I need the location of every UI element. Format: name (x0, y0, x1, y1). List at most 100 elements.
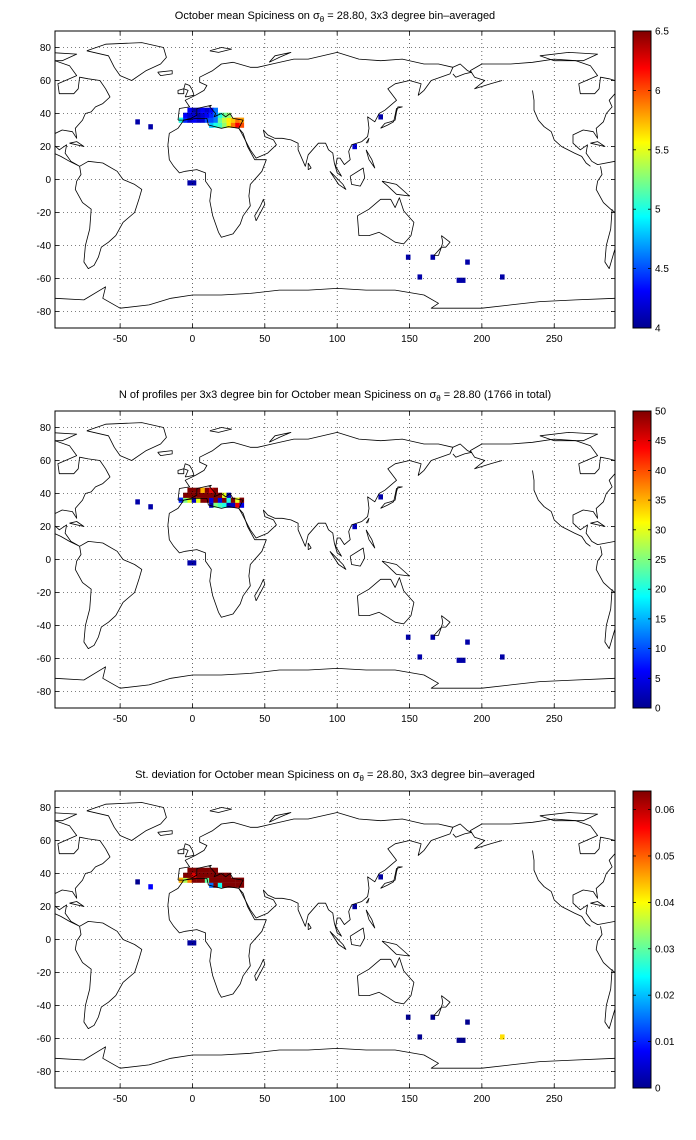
coastline (349, 927, 366, 947)
data-cell (460, 657, 466, 663)
data-cell (378, 114, 383, 120)
data-cell (222, 497, 227, 503)
data-cell (183, 112, 188, 118)
data-cell (191, 107, 197, 113)
data-cell (213, 872, 218, 878)
colorbar-tick-label: 0.04 (655, 898, 675, 909)
data-cell (196, 492, 201, 498)
coastline (532, 850, 591, 927)
data-cell (209, 107, 214, 113)
data-cell (200, 117, 205, 123)
coastline (595, 926, 615, 973)
y-tick-label: -80 (37, 1067, 52, 1078)
data-cell (222, 502, 227, 508)
data-cell (217, 117, 223, 123)
data-cell (209, 882, 214, 888)
data-cell (213, 502, 218, 508)
colorbar-tick-label: 0 (655, 704, 661, 715)
data-cell (352, 524, 357, 530)
data-cell (460, 277, 466, 283)
coastline (349, 547, 366, 567)
x-tick-label: 100 (329, 334, 346, 345)
data-cell (191, 872, 197, 878)
title-prefix: St. deviation for October mean Spiciness… (135, 769, 353, 781)
coastline (254, 958, 266, 981)
coastline (209, 807, 232, 813)
panel-1: October mean Spiciness on σθ = 28.80, 3x… (37, 10, 670, 345)
grid (55, 411, 615, 708)
data-cell (217, 877, 223, 883)
x-tick-label: 150 (401, 334, 418, 345)
data-cell (209, 122, 214, 128)
y-tick-label: 80 (40, 43, 52, 54)
data-cell (217, 872, 223, 878)
data-cell (213, 492, 218, 498)
coastline (183, 83, 195, 98)
coastline (604, 969, 615, 1029)
coastline (69, 901, 85, 907)
data-cell (417, 654, 423, 660)
colorbar-tick-label: 45 (655, 436, 667, 447)
x-tick-label: 150 (401, 714, 418, 725)
title-sigma: σ (313, 10, 320, 22)
data-cell (226, 117, 232, 123)
data-cell (226, 492, 232, 498)
coastline (55, 820, 111, 927)
data-cell (460, 1037, 466, 1043)
colorbar-tick-label: 5.5 (655, 145, 669, 156)
data-cell (209, 497, 214, 503)
data-cell (226, 112, 232, 118)
data-cell (196, 867, 201, 873)
data-cell (417, 274, 423, 280)
data-cells (135, 107, 505, 283)
data-cell (187, 497, 192, 503)
title-prefix: N of profiles per 3x3 degree bin for Oct… (119, 389, 430, 401)
coastline (329, 931, 347, 950)
colorbar-tick-label: 50 (655, 407, 667, 418)
coastline (55, 432, 78, 442)
data-cell (196, 487, 201, 493)
coastline (177, 812, 454, 937)
data-cell (187, 877, 192, 883)
data-cell (378, 494, 383, 500)
colorbar-tick-label: 0.02 (655, 991, 675, 1002)
data-cell (187, 872, 192, 878)
data-cell (456, 1037, 462, 1043)
x-tick-label: 250 (546, 334, 563, 345)
data-cell (235, 117, 240, 123)
colorbar-tick-label: 10 (655, 644, 667, 655)
colorbar-tick-label: 4 (655, 324, 661, 335)
data-cell (405, 1014, 411, 1020)
colorbar-tick-label: 40 (655, 466, 667, 477)
data-cell (187, 492, 192, 498)
coastline (572, 473, 615, 545)
data-cell (217, 502, 223, 508)
data-cell (196, 872, 201, 878)
data-cell (430, 1014, 436, 1020)
data-cell (191, 112, 197, 118)
y-tick-label: 0 (45, 935, 51, 946)
data-cell (213, 882, 218, 888)
coastline (572, 853, 615, 925)
colorbar: 4 4.5 5 5.5 6 6.5 (632, 27, 669, 335)
coastline (329, 171, 347, 190)
data-cell (187, 560, 192, 566)
coastline (183, 463, 195, 478)
data-cell (191, 877, 197, 883)
data-cell (200, 112, 205, 118)
coastline (55, 1046, 615, 1069)
coastline (357, 957, 415, 1005)
y-tick-label: -40 (37, 621, 52, 632)
data-cell (222, 122, 227, 128)
colorbar-tick-label: 6.5 (655, 27, 669, 38)
grid (55, 791, 615, 1088)
data-cell (209, 117, 214, 123)
data-cell (209, 492, 214, 498)
coastline (55, 60, 111, 167)
data-cell (200, 867, 205, 873)
data-cell (135, 119, 140, 125)
coastline (595, 546, 615, 593)
data-cell (456, 277, 462, 283)
data-cell (405, 254, 411, 260)
title-sigma: σ (429, 389, 436, 401)
